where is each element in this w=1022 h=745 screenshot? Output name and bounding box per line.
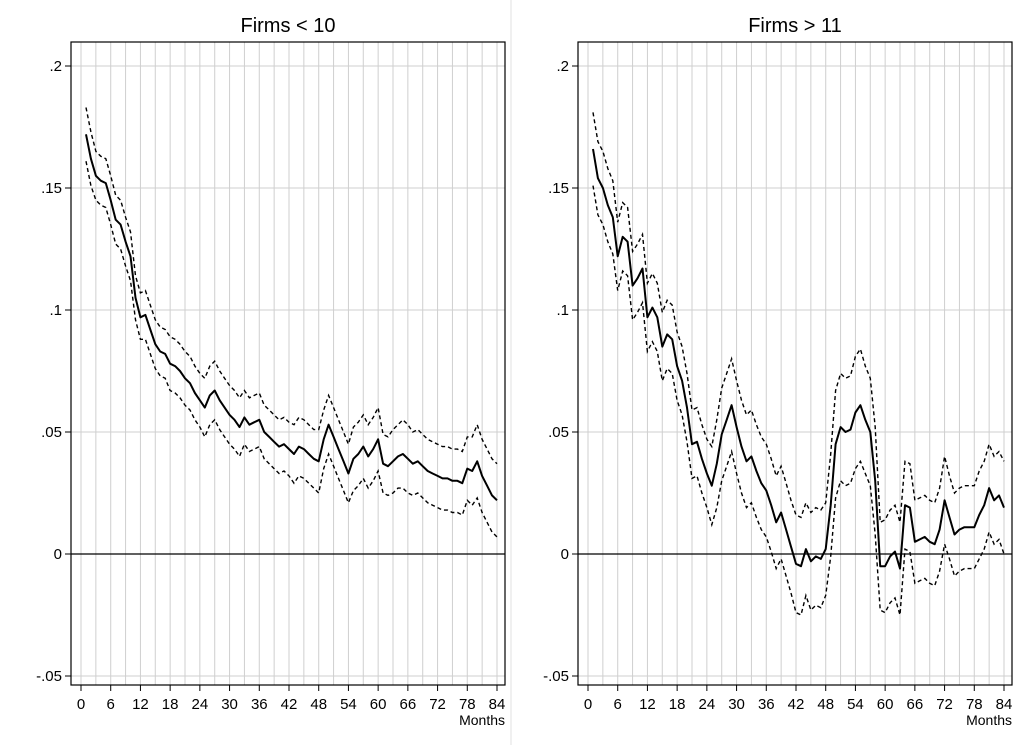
y-tick-label: 0	[561, 546, 569, 563]
upper-confidence-line	[85, 107, 498, 465]
x-tick-label: 66	[907, 696, 924, 713]
plot-frame	[577, 41, 1013, 686]
x-tick-label: 48	[310, 696, 327, 713]
x-tick-label: 36	[251, 696, 268, 713]
estimate-line	[85, 134, 498, 502]
x-tick-label: 6	[614, 696, 622, 713]
chart-panel-firms-under-10: -.05 0 .05 .1 .15 .2 0 6 12 18 24 30 36 42 48 54 60 66 72 7…	[36, 15, 506, 728]
y-tick-label: 0	[54, 546, 62, 563]
x-tick-label: 72	[429, 696, 446, 713]
x-tick-label: 24	[192, 696, 209, 713]
y-tick-label: .1	[49, 302, 62, 319]
x-tick-label: 12	[132, 696, 149, 713]
x-tick-label: 84	[489, 696, 506, 713]
x-tick-label: 36	[758, 696, 775, 713]
estimate-line	[592, 148, 1005, 570]
x-axis-label: Months	[966, 712, 1012, 728]
x-tick-label: 0	[77, 696, 85, 713]
lower-confidence-line	[85, 161, 498, 538]
x-tick-label: 72	[936, 696, 953, 713]
chart-title: Firms > 11	[748, 15, 842, 37]
x-tick-label: 42	[788, 696, 805, 713]
x-tick-label: 60	[370, 696, 387, 713]
x-tick-label: 60	[877, 696, 894, 713]
y-tick-label: .2	[556, 58, 569, 75]
y-tick-label: .05	[548, 424, 569, 441]
x-tick-label: 18	[162, 696, 179, 713]
x-tick-label: 18	[669, 696, 686, 713]
x-tick-label: 78	[966, 696, 983, 713]
y-tick-label: -.05	[36, 668, 62, 685]
x-tick-label: 54	[340, 696, 357, 713]
upper-confidence-line	[592, 112, 1005, 524]
y-tick-label: .1	[556, 302, 569, 319]
y-tick-label: .2	[49, 58, 62, 75]
lower-confidence-line	[592, 185, 1005, 617]
plot-frame	[70, 41, 506, 686]
y-tick-label: .05	[41, 424, 62, 441]
y-tick-label: .15	[41, 180, 62, 197]
x-tick-label: 48	[817, 696, 834, 713]
x-tick-label: 30	[221, 696, 238, 713]
y-tick-label: -.05	[543, 668, 569, 685]
y-tick-label: .15	[548, 180, 569, 197]
chart-title: Firms < 10	[240, 15, 335, 37]
x-tick-label: 0	[584, 696, 592, 713]
x-tick-label: 84	[996, 696, 1013, 713]
x-tick-label: 42	[281, 696, 298, 713]
x-tick-label: 66	[400, 696, 417, 713]
x-tick-label: 24	[699, 696, 716, 713]
x-tick-label: 54	[847, 696, 864, 713]
x-tick-label: 30	[728, 696, 745, 713]
x-tick-label: 78	[459, 696, 476, 713]
chart-panel-firms-over-11: -.05 0 .05 .1 .15 .2 0 6 12 18 24 30 36 42 48 54 60 66 72 7…	[543, 15, 1013, 728]
x-tick-label: 12	[639, 696, 656, 713]
x-tick-label: 6	[107, 696, 115, 713]
x-axis-label: Months	[459, 712, 505, 728]
